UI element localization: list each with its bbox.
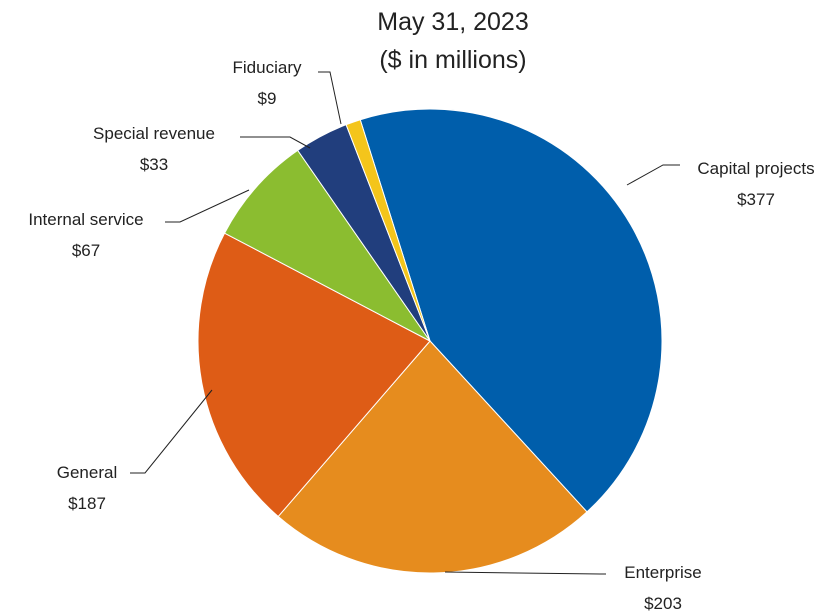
slice-value-enterprise: $203: [644, 594, 682, 613]
slice-label-special-revenue: Special revenue: [93, 124, 215, 143]
leader-line-general: [130, 389, 213, 474]
slice-value-general: $187: [68, 494, 106, 513]
leader-line-fiduciary: [318, 71, 342, 125]
pie-slice-fiduciary: [345, 119, 431, 342]
leader-line-enterprise: [444, 571, 606, 575]
pie-slice-general: [197, 232, 431, 518]
slice-label-general: General: [57, 463, 117, 482]
leader-line-capital-projects: [626, 164, 680, 186]
slice-label-enterprise: Enterprise: [624, 563, 701, 582]
slice-label-internal-service: Internal service: [28, 210, 143, 229]
pie-slices: [197, 108, 663, 574]
slice-label-fiduciary: Fiduciary: [233, 58, 302, 77]
slice-label-capital-projects: Capital projects: [697, 159, 814, 178]
leader-lines: [130, 71, 680, 575]
leader-line-internal-service: [165, 189, 250, 223]
slice-value-internal-service: $67: [72, 241, 100, 260]
pie-slice-capital-projects: [359, 108, 663, 513]
slice-value-capital-projects: $377: [737, 190, 775, 209]
pie-slice-enterprise: [277, 340, 588, 574]
chart-title-line-2: ($ in millions): [379, 46, 526, 74]
leader-line-special-revenue: [240, 136, 311, 149]
slice-value-special-revenue: $33: [140, 155, 168, 174]
pie-slice-internal-service: [223, 149, 431, 342]
chart-title-line-1: May 31, 2023: [377, 8, 529, 36]
slice-value-fiduciary: $9: [258, 89, 277, 108]
